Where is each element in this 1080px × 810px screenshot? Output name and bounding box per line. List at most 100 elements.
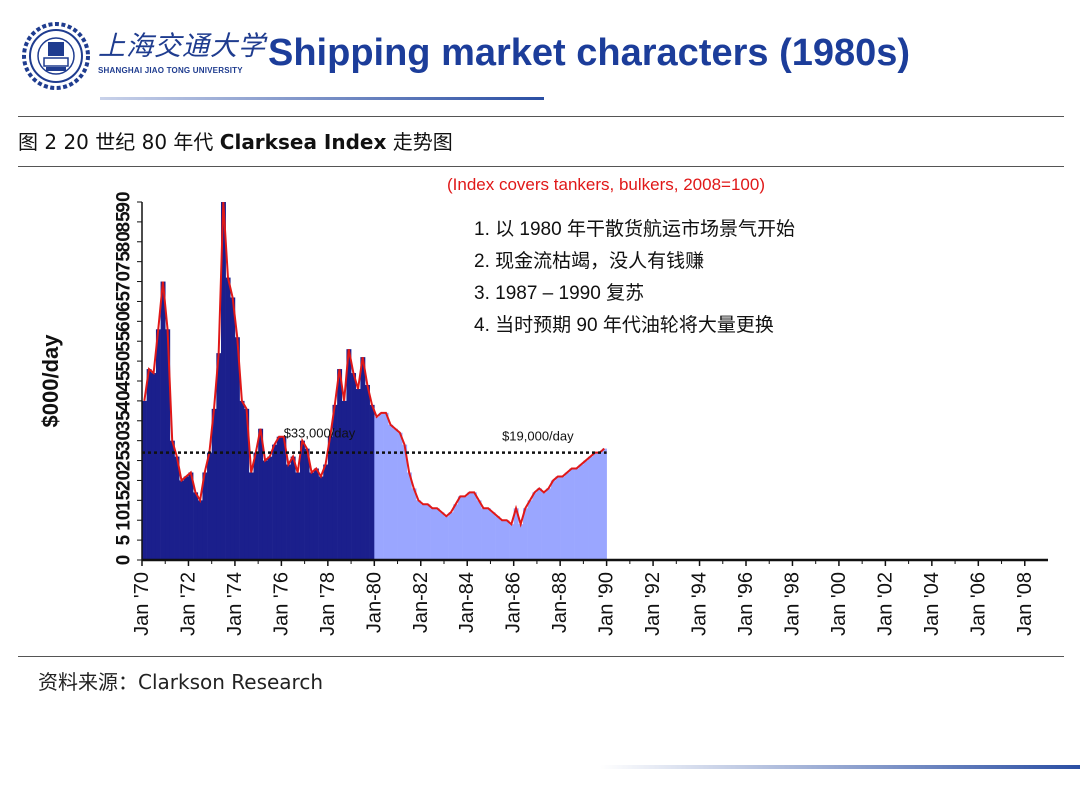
- bar: [360, 357, 366, 560]
- bar: [332, 404, 338, 560]
- y-tick-label: 85: [114, 211, 135, 233]
- bar: [160, 281, 166, 560]
- bar: [341, 400, 347, 560]
- bar: [434, 508, 440, 560]
- bar: [457, 496, 463, 560]
- y-tick-label: 55: [114, 330, 135, 352]
- x-tick-label: Jan-82: [410, 572, 432, 633]
- bar: [351, 373, 357, 560]
- bar: [174, 456, 180, 560]
- bar: [430, 508, 436, 560]
- bar: [276, 436, 282, 560]
- bar: [155, 329, 161, 560]
- bar: [272, 444, 278, 560]
- y-tick-label: 45: [114, 370, 135, 392]
- bar: [183, 476, 189, 560]
- bar: [295, 472, 301, 560]
- x-tick-label: Jan-80: [363, 572, 385, 633]
- bar: [142, 400, 147, 560]
- bar: [244, 408, 250, 560]
- bar: [188, 472, 194, 560]
- bar: [258, 428, 264, 560]
- bar: [532, 492, 538, 560]
- x-tick-label: Jan '90: [596, 572, 618, 636]
- bar: [546, 488, 552, 560]
- bar: [541, 492, 547, 560]
- y-tick-label: 75: [114, 251, 135, 273]
- bar: [309, 472, 315, 560]
- bar: [346, 349, 352, 560]
- bar: [527, 500, 533, 560]
- y-tick-label: 20: [114, 470, 135, 491]
- bar: [509, 524, 514, 560]
- x-tick-label: Jan-84: [456, 572, 478, 633]
- x-tick-label: Jan '04: [921, 572, 943, 636]
- y-tick-label: 60: [114, 311, 135, 332]
- university-name-cn: 上海交通大学: [98, 31, 266, 62]
- x-tick-label: Jan '78: [317, 572, 339, 636]
- bar: [504, 520, 510, 560]
- figure-caption-suffix: 走势图: [386, 130, 453, 154]
- figure-top-rule: [18, 116, 1064, 117]
- slide-header: 上海交通大学 SHANGHAI JIAO TONG UNIVERSITY Shi…: [0, 0, 1080, 110]
- bar: [425, 504, 431, 560]
- university-seal-icon: [22, 22, 90, 90]
- y-tick-label: 15: [114, 489, 135, 511]
- bar: [383, 412, 389, 560]
- y-tick-label: 5: [114, 534, 135, 545]
- y-tick-label: 70: [114, 271, 135, 292]
- bar: [151, 373, 157, 560]
- bar: [253, 452, 259, 560]
- index-line: [143, 201, 605, 528]
- bar: [597, 452, 603, 560]
- y-tick-label: 50: [114, 351, 135, 372]
- bar: [495, 516, 501, 560]
- annotation-item: 3. 1987 – 1990 复苏: [474, 282, 644, 304]
- bar: [453, 504, 459, 560]
- bar: [555, 476, 561, 560]
- bar: [601, 448, 607, 560]
- bar: [485, 508, 491, 560]
- bar: [574, 468, 580, 560]
- bar: [230, 297, 236, 560]
- y-tick-label: 30: [114, 430, 135, 451]
- bar: [578, 464, 584, 560]
- bar: [499, 520, 505, 560]
- bar: [248, 472, 254, 560]
- bar: [444, 516, 449, 560]
- bar: [318, 476, 324, 560]
- bar: [583, 460, 589, 560]
- y-tick-label: 0: [114, 555, 135, 566]
- bar: [550, 480, 556, 560]
- x-tick-label: Jan '08: [1014, 572, 1036, 636]
- bar: [313, 468, 319, 560]
- footer-accent-bar: [600, 765, 1080, 769]
- bar: [207, 452, 212, 560]
- bar: [262, 460, 268, 560]
- bar: [560, 476, 566, 560]
- bar: [588, 456, 593, 560]
- bar: [513, 508, 519, 560]
- bar: [462, 496, 468, 560]
- x-tick-label: Jan '74: [224, 572, 246, 636]
- bar: [439, 512, 445, 560]
- bar: [518, 524, 524, 560]
- bar: [193, 492, 199, 560]
- x-tick-label: Jan '06: [967, 572, 989, 636]
- figure-caption-prefix: 图 2 20 世纪 80 年代: [18, 130, 220, 154]
- figure-caption-rule: [18, 166, 1064, 167]
- annotation-item: 4. 当时预期 90 年代油轮将大量更换: [474, 314, 774, 336]
- x-tick-label: Jan '76: [270, 572, 292, 636]
- x-tick-label: Jan '00: [828, 572, 850, 636]
- figure-bottom-rule: [18, 656, 1064, 657]
- bar: [225, 277, 231, 560]
- bar: [490, 512, 496, 560]
- annotation-item: 2. 现金流枯竭，没人有钱赚: [474, 250, 704, 272]
- y-tick-label: 65: [114, 290, 135, 312]
- bar: [165, 329, 171, 560]
- x-tick-label: Jan '92: [642, 572, 664, 636]
- bar: [392, 428, 398, 560]
- bar: [337, 369, 343, 560]
- bar: [564, 472, 570, 560]
- x-tick-label: Jan '72: [177, 572, 199, 636]
